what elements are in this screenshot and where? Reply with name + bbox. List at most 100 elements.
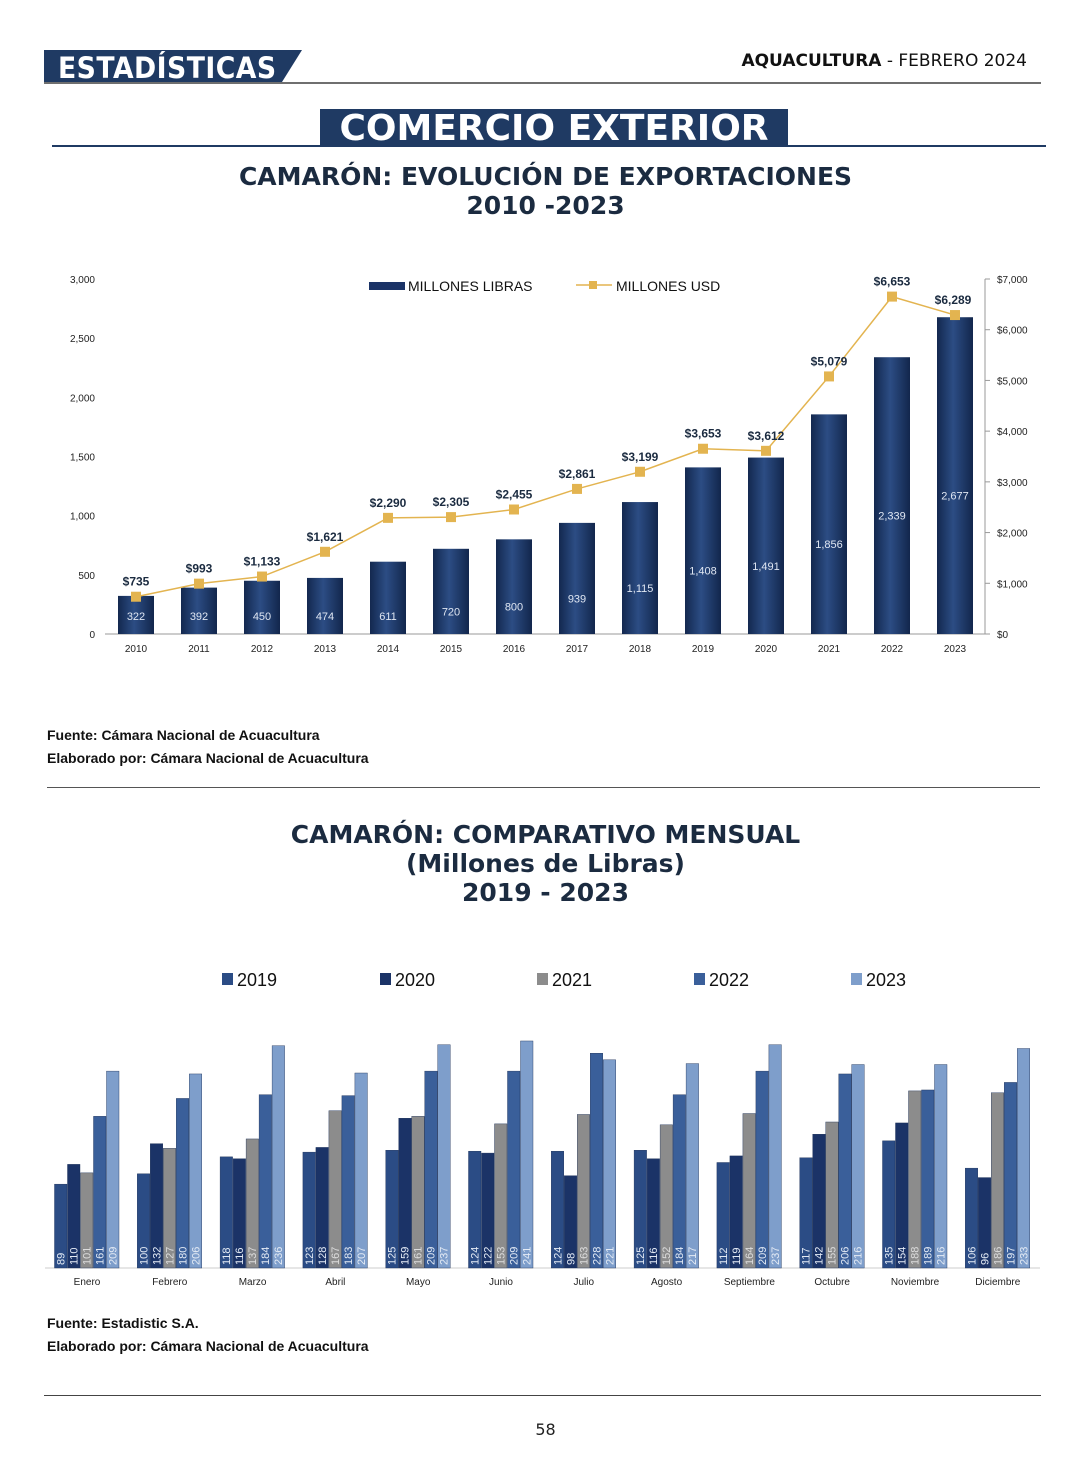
bar-millones-libras xyxy=(685,467,721,634)
bar-2022 xyxy=(838,1073,852,1269)
usd-value-label: $6,289 xyxy=(935,293,972,307)
bar-value-label: 124 xyxy=(470,1247,482,1265)
magazine-header: AQUACULTURA - FEBRERO 2024 xyxy=(741,51,1027,71)
bar-value-label: 112 xyxy=(718,1247,730,1265)
y2-tick-label: $3,000 xyxy=(997,478,1028,489)
bar-value-label: 164 xyxy=(744,1247,756,1265)
bar-value-label: 209 xyxy=(108,1247,120,1265)
x-tick-label: Noviembre xyxy=(891,1277,940,1288)
bar-value-label: 123 xyxy=(304,1247,316,1265)
chart1-title-line2: 2010 -2023 xyxy=(466,191,625,220)
bar-2023 xyxy=(189,1073,203,1269)
bar-2021 xyxy=(80,1172,94,1269)
bar-2019 xyxy=(468,1150,482,1269)
bar-2022 xyxy=(921,1089,935,1269)
y2-tick-label: $4,000 xyxy=(997,427,1028,438)
bar-2021 xyxy=(494,1123,508,1269)
bar-millones-libras xyxy=(748,457,784,634)
bar-2021 xyxy=(742,1113,756,1269)
bar-millones-libras xyxy=(622,502,658,634)
bar-2021 xyxy=(577,1114,590,1269)
bar-2022 xyxy=(755,1070,769,1269)
bar-value-label: 117 xyxy=(801,1247,813,1265)
x-tick-label: Septiembre xyxy=(724,1277,776,1288)
bar-value-label: 135 xyxy=(884,1247,896,1265)
bar-value-label: 233 xyxy=(1018,1247,1030,1265)
x-tick-label: Diciembre xyxy=(975,1277,1020,1288)
bar-value-label: 720 xyxy=(442,606,460,618)
usd-value-label: $3,199 xyxy=(622,450,659,464)
bar-value-label: 154 xyxy=(897,1247,909,1265)
bar-value-label: 209 xyxy=(509,1247,521,1265)
x-tick-label: Abril xyxy=(325,1277,345,1288)
legend-swatch-2021 xyxy=(537,973,548,985)
legend-swatch-usd xyxy=(589,281,597,289)
bar-2020 xyxy=(646,1158,660,1269)
bar-millones-libras xyxy=(496,539,532,634)
bar-2022 xyxy=(672,1094,686,1269)
bar-value-label: 228 xyxy=(591,1247,603,1265)
legend-label-2022: 2022 xyxy=(709,970,749,990)
bar-value-label: 237 xyxy=(770,1247,782,1265)
bar-2020 xyxy=(564,1175,577,1269)
bar-2021 xyxy=(411,1116,425,1269)
y-tick-label: 2,000 xyxy=(70,393,95,404)
x-tick-label: 2016 xyxy=(503,644,526,655)
bar-2019 xyxy=(219,1156,233,1269)
bar-2022 xyxy=(507,1070,521,1269)
usd-point xyxy=(446,512,456,523)
x-tick-label: Junio xyxy=(489,1277,513,1288)
bar-value-label: 125 xyxy=(635,1247,647,1265)
chart2-made-by: Elaborado por: Cámara Nacional de Acuacu… xyxy=(47,1338,369,1354)
bar-2019 xyxy=(385,1150,399,1269)
usd-value-label: $993 xyxy=(186,562,213,576)
bar-value-label: 116 xyxy=(648,1247,660,1265)
bar-value-label: 1,491 xyxy=(752,561,780,573)
bar-value-label: 180 xyxy=(177,1247,189,1265)
legend-label-libras: MILLONES LIBRAS xyxy=(408,278,533,294)
bar-2019 xyxy=(716,1162,730,1269)
bar-2022 xyxy=(590,1053,603,1269)
usd-value-label: $3,612 xyxy=(748,429,785,443)
x-tick-label: Enero xyxy=(74,1277,101,1288)
x-tick-label: 2021 xyxy=(818,644,841,655)
usd-point xyxy=(257,571,267,582)
usd-value-label: $6,653 xyxy=(874,275,911,289)
bar-value-label: 106 xyxy=(966,1247,978,1265)
usd-value-label: $1,133 xyxy=(244,555,281,569)
x-tick-label: 2019 xyxy=(692,644,715,655)
bar-value-label: 184 xyxy=(674,1247,686,1265)
section-tab: ESTADÍSTICAS xyxy=(44,50,302,83)
y-tick-label: 1,000 xyxy=(70,512,95,523)
bar-2020 xyxy=(481,1152,495,1269)
y2-tick-label: $6,000 xyxy=(997,326,1028,337)
section-label: ESTADÍSTICAS xyxy=(58,51,277,85)
bar-value-label: 163 xyxy=(578,1247,590,1265)
magazine-name: AQUACULTURA xyxy=(741,51,882,71)
footer-rule xyxy=(44,1395,1041,1396)
bar-value-label: 125 xyxy=(387,1247,399,1265)
bar-value-label: 110 xyxy=(69,1247,81,1265)
bar-value-label: 1,856 xyxy=(815,539,843,551)
bar-value-label: 1,408 xyxy=(689,566,717,578)
x-tick-label: Marzo xyxy=(239,1277,267,1288)
bar-millones-libras xyxy=(118,595,154,634)
chart1-title-line1: CAMARÓN: EVOLUCIÓN DE EXPORTACIONES xyxy=(238,162,853,191)
usd-value-label: $735 xyxy=(123,575,150,589)
x-tick-label: 2023 xyxy=(944,644,967,655)
x-tick-label: Febrero xyxy=(152,1277,187,1288)
bar-value-label: 184 xyxy=(260,1247,272,1265)
x-tick-label: 2011 xyxy=(188,644,210,655)
bar-2021 xyxy=(245,1138,259,1269)
bar-value-label: 2,339 xyxy=(878,511,906,523)
bar-value-label: 167 xyxy=(330,1247,342,1265)
bar-value-label: 137 xyxy=(247,1247,259,1265)
usd-value-label: $5,079 xyxy=(811,354,848,368)
y2-tick-label: $5,000 xyxy=(997,376,1028,387)
x-tick-label: Julio xyxy=(574,1277,595,1288)
legend-label-2019: 2019 xyxy=(237,970,277,990)
chart2-title: CAMARÓN: COMPARATIVO MENSUAL (Millones d… xyxy=(0,820,1091,907)
bar-value-label: 2,677 xyxy=(941,491,969,503)
bar-value-label: 186 xyxy=(992,1247,1004,1265)
